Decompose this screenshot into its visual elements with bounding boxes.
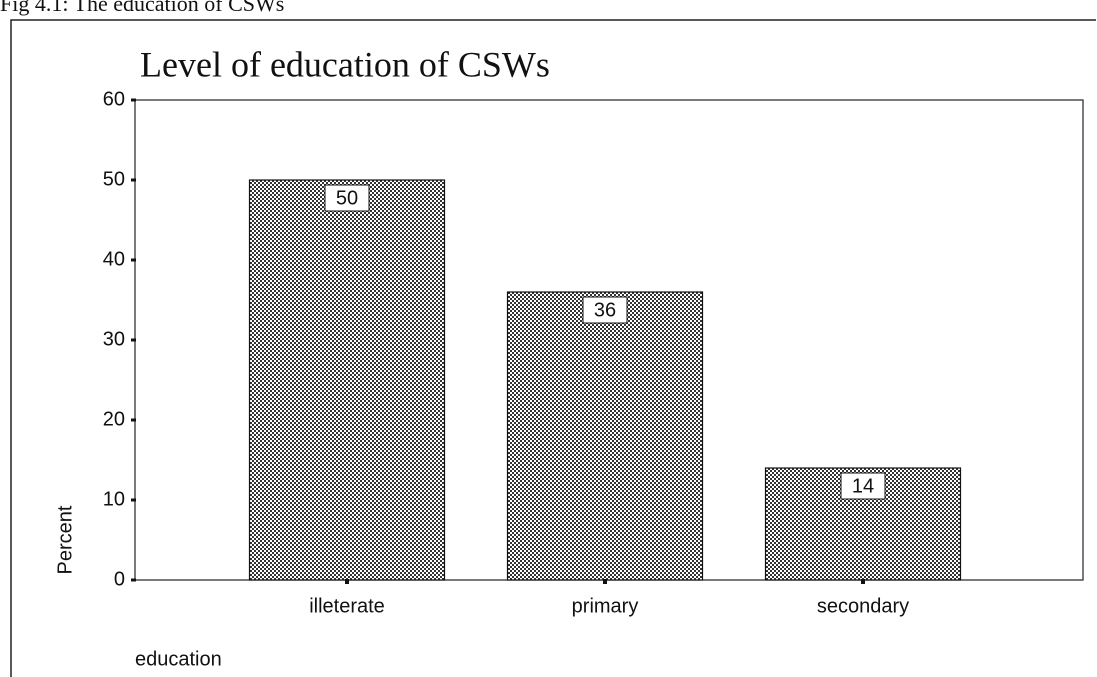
x-tick-label: secondary	[817, 595, 909, 617]
y-tick-label: 60	[103, 88, 125, 110]
y-tick-label: 20	[103, 408, 125, 430]
chart-title: Level of education of CSWs	[140, 44, 550, 84]
y-tick-label: 40	[103, 248, 125, 270]
value-label-box	[582, 296, 628, 324]
y-tick-label: 10	[103, 488, 125, 510]
value-label: 36	[594, 299, 616, 321]
x-tick-label: primary	[572, 595, 639, 617]
caption: Fig 4.1: The education of CSWs	[0, 0, 284, 16]
value-label: 50	[336, 187, 358, 209]
x-axis-label: education	[135, 648, 222, 670]
value-label: 14	[852, 475, 874, 497]
frame	[10, 19, 1096, 677]
value-label-box	[840, 472, 886, 500]
y-tick-label: 30	[103, 328, 125, 350]
y-tick-label: 50	[103, 168, 125, 190]
y-tick-label: 0	[114, 568, 125, 590]
x-tick-label: illeterate	[309, 595, 385, 617]
bar	[506, 291, 704, 581]
value-label-box	[324, 184, 370, 212]
bar	[248, 179, 446, 581]
y-axis-label: Percent	[54, 505, 76, 574]
